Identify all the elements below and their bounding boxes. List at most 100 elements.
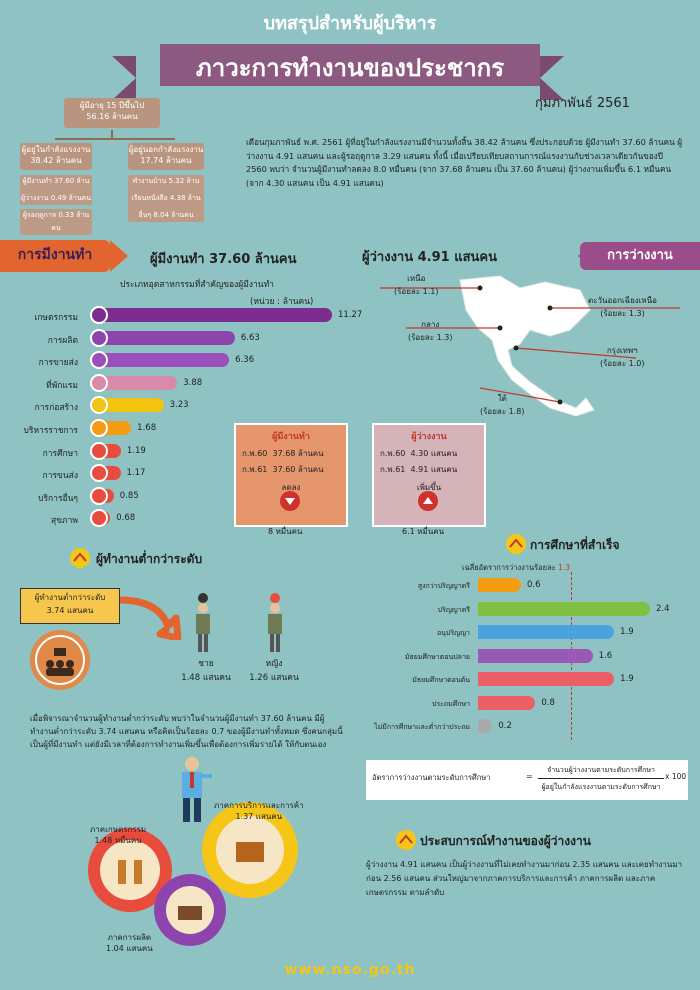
gears-illustration (88, 802, 298, 946)
formula-box: อัตราการว่างงานตามระดับการศึกษา = จำนวนผ… (366, 760, 688, 800)
marker-central (497, 325, 503, 331)
industry-icon (90, 351, 108, 370)
summary-paragraph: เดือนกุมภาพันธ์ พ.ศ. 2561 ผู้ที่อยู่ในกำ… (246, 137, 683, 188)
industry-value: 3.88 (183, 377, 203, 388)
banner-left-tail (112, 56, 136, 100)
unemployed-change-box: ผู้ว่างงาน ก.พ.60 4.30 แสนคน ก.พ.61 4.91… (372, 423, 486, 527)
supertitle: บทสรุปสำหรับผู้บริหาร (263, 13, 437, 34)
formula-numerator: จำนวนผู้ว่างงานตามระดับการศึกษา (538, 765, 664, 779)
education-bar (478, 601, 650, 616)
underemployed-icon (70, 548, 90, 568)
region-central: กลาง (ร้อยละ 1.3) (408, 318, 453, 344)
experience-paragraph: ผู้ว่างงาน 4.91 แสนคน เป็นผู้ว่างงานที่ไ… (366, 860, 683, 897)
unemployed-box-row2-value: 4.91 แสนคน (410, 465, 458, 474)
industry-bar (96, 398, 164, 413)
education-heading: การศึกษาที่สำเร็จ (530, 538, 620, 552)
male-value: 1.48 แสนคน (181, 673, 231, 683)
unemployed-box-change-label: เพิ่มขึ้น (416, 483, 442, 492)
employed-box-row2-value: 37.60 ล้านคน (272, 465, 324, 474)
report-date: กุมภาพันธ์ 2561 (535, 96, 630, 111)
formula-denominator: ผู้อยู่ในกำลังแรงงานตามระดับการศึกษา (541, 783, 661, 791)
education-label: ประถมศึกษา (431, 699, 470, 708)
industry-icon (90, 306, 108, 324)
education-bar (478, 672, 615, 686)
region-name: กลาง (421, 320, 440, 329)
employed-box-row1-label: ก.พ.60 (242, 449, 268, 458)
region-rate: (ร้อยละ 1.1) (394, 287, 439, 296)
tree-connector (111, 130, 113, 138)
education-bar (478, 578, 521, 592)
tree-right-label: ผู้อยู่นอกกำลังแรงงาน (128, 145, 204, 154)
callout-label: ผู้ทำงานต่ำกว่าระดับ (34, 593, 106, 602)
sector-name: ภาคการผลิต (107, 933, 152, 942)
industry-value: 3.23 (169, 400, 189, 411)
female-count: หญิง 1.26 แสนคน (244, 656, 304, 684)
formula-multiplier: x 100 (665, 772, 687, 781)
education-avg-value: 1.3 (558, 563, 571, 572)
sector-services: ภาคการบริการและการค้า 1.37 แสนคน (214, 800, 304, 822)
education-value: 2.4 (656, 603, 670, 614)
tree-labour-force: ผู้อยู่ในกำลังแรงงาน 38.42 ล้านคน (20, 143, 92, 170)
tree-left-item: ผู้ว่างงาน 0.49 ล้านคน (20, 192, 92, 205)
education-value: 1.9 (620, 627, 634, 637)
industry-icon (90, 373, 108, 392)
region-rate: (ร้อยละ 1.8) (480, 407, 525, 416)
unemployed-box-row1-label: ก.พ.60 (380, 449, 406, 458)
industry-icon (90, 328, 108, 347)
marker-south (557, 399, 563, 405)
industry-value: 0.85 (119, 490, 139, 501)
experience-icon (396, 830, 416, 850)
sector-value: 1.04 แสนคน (106, 944, 153, 953)
up-arrow-icon (418, 491, 438, 511)
formula-equals: = (526, 772, 533, 781)
industry-label: การก่อสร้าง (34, 403, 78, 414)
employed-subheading: ประเภทอุตสาหกรรมที่สำคัญของผู้มีงานทำ (120, 280, 274, 290)
group-people-icon (30, 630, 90, 690)
industry-icon (90, 486, 108, 505)
down-arrow-icon (280, 491, 300, 511)
employed-box-title: ผู้มีงานทำ (272, 432, 310, 442)
employed-change-box: ผู้มีงานทำ ก.พ.60 37.68 ล้านคน ก.พ.61 37… (234, 423, 348, 527)
tree-left-label: ผู้อยู่ในกำลังแรงงาน (21, 145, 91, 154)
banner-right-tail (540, 56, 564, 100)
unemployment-tag-label: การว่างงาน (607, 248, 673, 263)
industry-icon (90, 396, 108, 415)
education-label: ปริญญาตรี (437, 605, 470, 614)
female-label: หญิง (265, 659, 283, 669)
region-rate: (ร้อยละ 1.0) (600, 359, 645, 368)
industry-label: การศึกษา (42, 448, 78, 459)
male-label: ชาย (198, 659, 214, 669)
industry-bar (96, 308, 332, 322)
region-name: ใต้ (497, 394, 507, 403)
region-rate: (ร้อยละ 1.3) (600, 309, 645, 318)
industry-value: 6.63 (240, 332, 260, 343)
tree-root-label: ผู้มีอายุ 15 ปีขึ้นไป (79, 101, 145, 110)
unemployed-box-title: ผู้ว่างงาน (411, 432, 447, 442)
employed-tag-arrow (110, 240, 128, 272)
industry-label: บริการอื่นๆ (38, 493, 78, 504)
orange-arrow (119, 596, 182, 640)
sector-value: 1.48 หมื่นคน (94, 836, 142, 845)
marker-northeast (547, 305, 553, 311)
industry-label: ที่พักแรม (46, 380, 78, 391)
sector-agriculture: ภาคเกษตรกรรม 1.48 หมื่นคน (90, 824, 146, 846)
underemployed-paragraph: เมื่อพิจารณาจำนวนผู้ทำงานต่ำกว่าระดับ พบ… (30, 714, 343, 749)
industry-label: เกษตรกรรม (34, 313, 78, 323)
employed-heading: ผู้มีงานทำ 37.60 ล้านคน (150, 252, 297, 267)
industry-bar (96, 330, 235, 345)
footer-url[interactable]: www.nso.go.th (284, 962, 416, 978)
education-value: 0.2 (498, 721, 512, 731)
page-title: ภาวะการทำงานของประชากร (195, 54, 505, 82)
sector-manufacturing: ภาคการผลิต 1.04 แสนคน (106, 932, 153, 954)
education-avg-label: เฉลี่ยอัตราการว่างงานร้อยละ (462, 563, 556, 572)
industry-bar (96, 353, 230, 368)
thailand-shape (459, 275, 595, 417)
sector-value: 1.37 แสนคน (235, 812, 283, 821)
education-value: 0.8 (541, 697, 555, 708)
employed-box-change-label: ลดลง (281, 483, 301, 492)
female-worker-icon (268, 593, 282, 652)
unemployment-tag: การว่างงาน (580, 242, 700, 270)
marker-north (477, 285, 483, 291)
callout-value: 3.74 แสนคน (46, 606, 94, 615)
tree-outside-labour-force: ผู้อยู่นอกกำลังแรงงาน 17.74 ล้านคน (128, 143, 204, 170)
